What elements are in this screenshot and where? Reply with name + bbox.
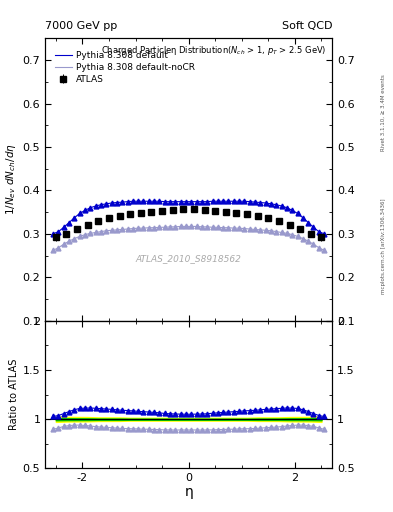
Text: ATLAS_2010_S8918562: ATLAS_2010_S8918562 (136, 254, 242, 263)
Pythia 8.308 default (221, 198, 226, 204)
Pythia 8.308 default (322, 231, 327, 237)
Pythia 8.308 default-noCR (51, 247, 55, 253)
Line: Pythia 8.308 default-noCR: Pythia 8.308 default-noCR (53, 226, 324, 250)
Pythia 8.308 default (231, 198, 236, 204)
Pythia 8.308 default (306, 220, 310, 226)
Text: mcplots.cern.ch [arXiv:1306.3436]: mcplots.cern.ch [arXiv:1306.3436] (381, 198, 386, 293)
Pythia 8.308 default (152, 198, 156, 204)
Pythia 8.308 default (72, 215, 77, 221)
Line: Pythia 8.308 default: Pythia 8.308 default (53, 201, 324, 234)
Pythia 8.308 default-noCR (178, 223, 183, 229)
Pythia 8.308 default-noCR (231, 225, 236, 231)
Pythia 8.308 default-noCR (72, 236, 77, 242)
Text: Charged Particleη Distribution($N_{ch}$ > 1, $p_T$ > 2.5 GeV): Charged Particleη Distribution($N_{ch}$ … (101, 44, 326, 57)
Pythia 8.308 default (51, 231, 55, 237)
Pythia 8.308 default-noCR (306, 238, 310, 244)
Legend: Pythia 8.308 default, Pythia 8.308 default-noCR, ATLAS: Pythia 8.308 default, Pythia 8.308 defau… (53, 49, 198, 87)
Text: Soft QCD: Soft QCD (282, 20, 332, 31)
Pythia 8.308 default-noCR (322, 247, 327, 253)
Text: 7000 GeV pp: 7000 GeV pp (45, 20, 118, 31)
Text: Rivet 3.1.10, ≥ 3.4M events: Rivet 3.1.10, ≥ 3.4M events (381, 74, 386, 151)
Pythia 8.308 default (130, 198, 135, 204)
Pythia 8.308 default (184, 199, 188, 205)
Y-axis label: Ratio to ATLAS: Ratio to ATLAS (9, 359, 18, 430)
Pythia 8.308 default-noCR (221, 225, 226, 231)
Pythia 8.308 default-noCR (147, 225, 151, 231)
Y-axis label: $1/N_{ev}\ dN_{ch}/d\eta$: $1/N_{ev}\ dN_{ch}/d\eta$ (4, 143, 18, 216)
Pythia 8.308 default-noCR (184, 223, 188, 229)
X-axis label: η: η (184, 485, 193, 499)
